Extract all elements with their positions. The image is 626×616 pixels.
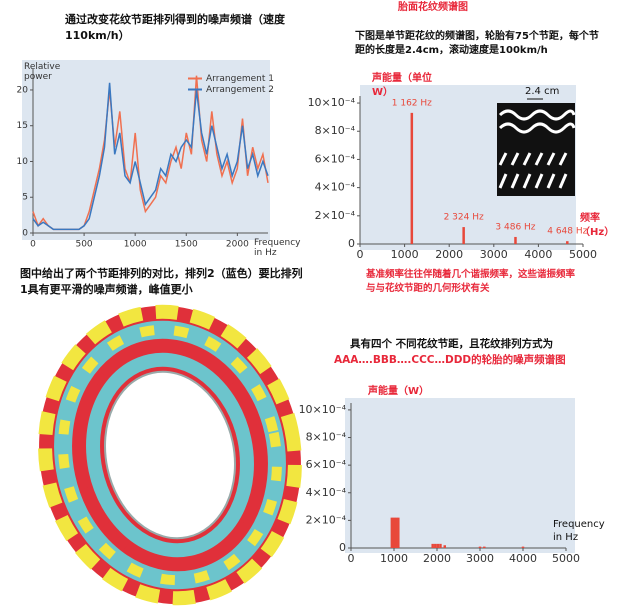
x-tick-label: 0 (357, 248, 364, 261)
y-tick-label: 0 (22, 229, 28, 239)
x-tick-label: 500 (75, 240, 92, 250)
spike-label: 1 162 Hz (392, 98, 432, 108)
x-tick-label: 2000 (435, 248, 463, 261)
series-line (32, 82, 269, 231)
x-tick-label: 2000 (226, 240, 249, 250)
chart-title: 胎面花纹频谱图 (398, 2, 468, 13)
y-tick-label: 4×10⁻⁴ (306, 486, 347, 499)
chart-title: 通过改变花纹节距排列得到的噪声频谱（速度110km/h） (65, 13, 285, 42)
spike-label: 4 648 Hz (547, 227, 587, 237)
chart-title: 具有四个 不同花纹节距，且花纹排列方式为 (350, 338, 554, 350)
y-tick-label: 0 (339, 541, 346, 554)
spike-label: 3 486 Hz (495, 222, 535, 232)
tread-image (497, 98, 576, 196)
tire-illustration (38, 304, 302, 606)
x-tick-label: 1000 (380, 552, 408, 565)
caption: 图中给出了两个节距排列的对比，排列2（蓝色）要比排列1具有更平滑的噪声频谱，峰值… (20, 267, 303, 296)
y-tick-label: 2×10⁻⁴ (306, 513, 347, 526)
y-tick-label: 10×10⁻⁴ (308, 96, 356, 109)
y-tick-label: 8×10⁻⁴ (315, 124, 356, 137)
y-tick-label: 8×10⁻⁴ (306, 431, 347, 444)
y-tick-label: 6×10⁻⁴ (315, 152, 356, 165)
x-tick-label: 4000 (524, 248, 552, 261)
y-tick-label: 5 (22, 193, 28, 203)
y-tick-label: 20 (17, 85, 29, 95)
legend-label: Arrangement 1 (206, 74, 274, 84)
caption: 基准频率往往伴随着几个谐振频率，这些谐振频率与与花纹节距的几何形状有关 (366, 269, 576, 294)
x-tick-label: 3000 (466, 552, 494, 565)
chart-subtitle: AAA….BBB….CCC…DDD的轮胎的噪声频谱图 (334, 354, 566, 366)
x-axis-label: Frequency in Hz (553, 519, 605, 543)
y-axis-label: 声能量（单位W） (372, 73, 432, 98)
chart-subtitle: 下图是单节距花纹的频谱图，轮胎有75个节距，每个节距的长度是2.4cm，滚动速度… (355, 31, 599, 56)
x-tick-label: 3000 (480, 248, 508, 261)
y-tick-label: 0 (348, 237, 355, 250)
plot-bg (345, 398, 575, 553)
y-tick-label: 4×10⁻⁴ (315, 181, 356, 194)
y-tick-label: 10 (17, 157, 29, 167)
x-tick-label: 1000 (124, 240, 147, 250)
y-tick-label: 6×10⁻⁴ (306, 458, 347, 471)
x-tick-label: 4000 (509, 552, 537, 565)
x-tick-label: 5000 (552, 552, 580, 565)
x-tick-label: 0 (348, 552, 355, 565)
x-tick-label: 0 (30, 240, 36, 250)
x-axis-label: Frequency in Hz (254, 238, 301, 258)
y-axis-label: Relative power (24, 62, 61, 82)
legend-label: Arrangement 2 (206, 85, 274, 95)
x-tick-label: 5000 (569, 248, 597, 261)
annotation: 2.4 cm (525, 86, 560, 97)
y-tick-label: 2×10⁻⁴ (315, 209, 356, 222)
spike-label: 2 324 Hz (444, 213, 484, 223)
y-axis-label: 声能量（W） (368, 386, 430, 397)
x-axis-label: 频率（Hz） (580, 213, 615, 238)
y-tick-label: 10×10⁻⁴ (299, 403, 347, 416)
x-tick-label: 1000 (391, 248, 419, 261)
x-tick-label: 1500 (175, 240, 198, 250)
x-tick-label: 2000 (423, 552, 451, 565)
y-tick-label: 15 (17, 121, 28, 131)
